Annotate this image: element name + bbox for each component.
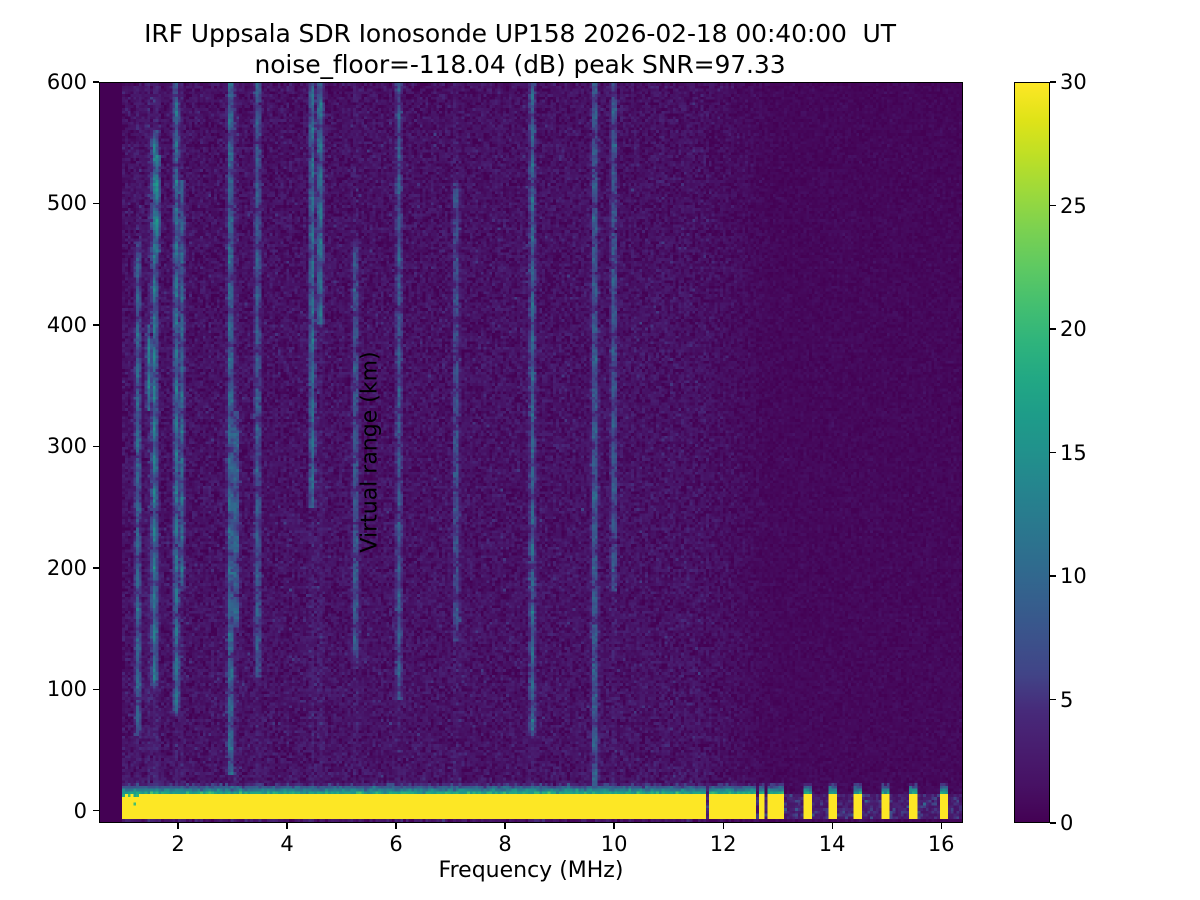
y-axis-tick (93, 810, 99, 812)
y-axis-label: Virtual range (km) (357, 351, 383, 553)
colorbar-tick (1050, 698, 1056, 701)
ionogram-plot-area[interactable] (99, 82, 963, 823)
x-axis-tick (831, 823, 833, 829)
colorbar-tick-label: 0 (1060, 811, 1074, 835)
colorbar-tick (1050, 451, 1056, 454)
colorbar-tick (1050, 81, 1056, 83)
chart-title-line-2: noise_floor=-118.04 (dB) peak SNR=97.33 (254, 50, 786, 79)
x-axis-tick (504, 823, 506, 829)
y-axis-tick-label: 300 (46, 434, 87, 459)
heatmap-layer (100, 83, 962, 822)
colorbar-tick (1050, 328, 1056, 330)
colorbar-tick (1050, 204, 1056, 207)
colorbar-label-wrap: SNR (dB) (1122, 82, 1123, 823)
y-axis-tick-label: 0 (73, 798, 87, 823)
y-axis-tick-label: 400 (46, 312, 87, 337)
colorbar-tick-label: 10 (1060, 564, 1087, 588)
colorbar-tick (1050, 575, 1056, 577)
snr-colorbar[interactable] (1014, 82, 1050, 823)
x-axis-tick-label: 6 (389, 832, 403, 856)
colorbar-tick-label: 15 (1060, 440, 1087, 465)
x-axis-tick (940, 823, 942, 829)
y-axis-tick-label: 200 (46, 555, 87, 580)
y-axis-tick (93, 445, 99, 448)
y-axis-tick-label: 100 (46, 677, 87, 702)
x-axis-tick-label: 4 (280, 832, 294, 856)
x-axis-tick-label: 2 (171, 832, 185, 856)
y-axis-tick (93, 567, 99, 569)
x-axis-tick (722, 823, 724, 829)
y-axis-tick (93, 688, 99, 691)
x-axis-tick (177, 823, 179, 829)
x-axis-tick (286, 823, 288, 829)
colorbar-tick-label: 20 (1060, 317, 1087, 341)
x-axis-label: Frequency (MHz) (438, 858, 624, 883)
y-axis-label-wrap: Virtual range (km) (0, 82, 383, 823)
colorbar-tick-label: 5 (1060, 687, 1074, 712)
y-axis-tick (93, 202, 99, 205)
y-axis-tick-label: 500 (46, 191, 87, 216)
colorbar-tick (1050, 822, 1056, 824)
chart-title-line-1: IRF Uppsala SDR Ionosonde UP158 2026-02-… (144, 19, 896, 48)
x-axis-tick-label: 8 (498, 832, 512, 856)
ionogram-heatmap-canvas (100, 83, 962, 822)
colorbar-tick-label: 30 (1060, 70, 1087, 94)
y-axis-tick-label: 600 (46, 70, 87, 94)
colorbar-tick-label: 25 (1060, 193, 1087, 218)
x-axis-tick-label: 10 (600, 832, 628, 856)
x-axis-tick-label: 12 (709, 832, 737, 856)
y-axis-tick (93, 324, 99, 326)
x-axis-tick (613, 823, 615, 829)
x-axis-tick-label: 14 (818, 832, 846, 856)
x-axis-tick-label: 16 (927, 832, 955, 856)
chart-title: IRF Uppsala SDR Ionosonde UP158 2026-02-… (0, 18, 1040, 80)
x-axis-tick (395, 823, 397, 829)
y-axis-tick (93, 81, 99, 83)
